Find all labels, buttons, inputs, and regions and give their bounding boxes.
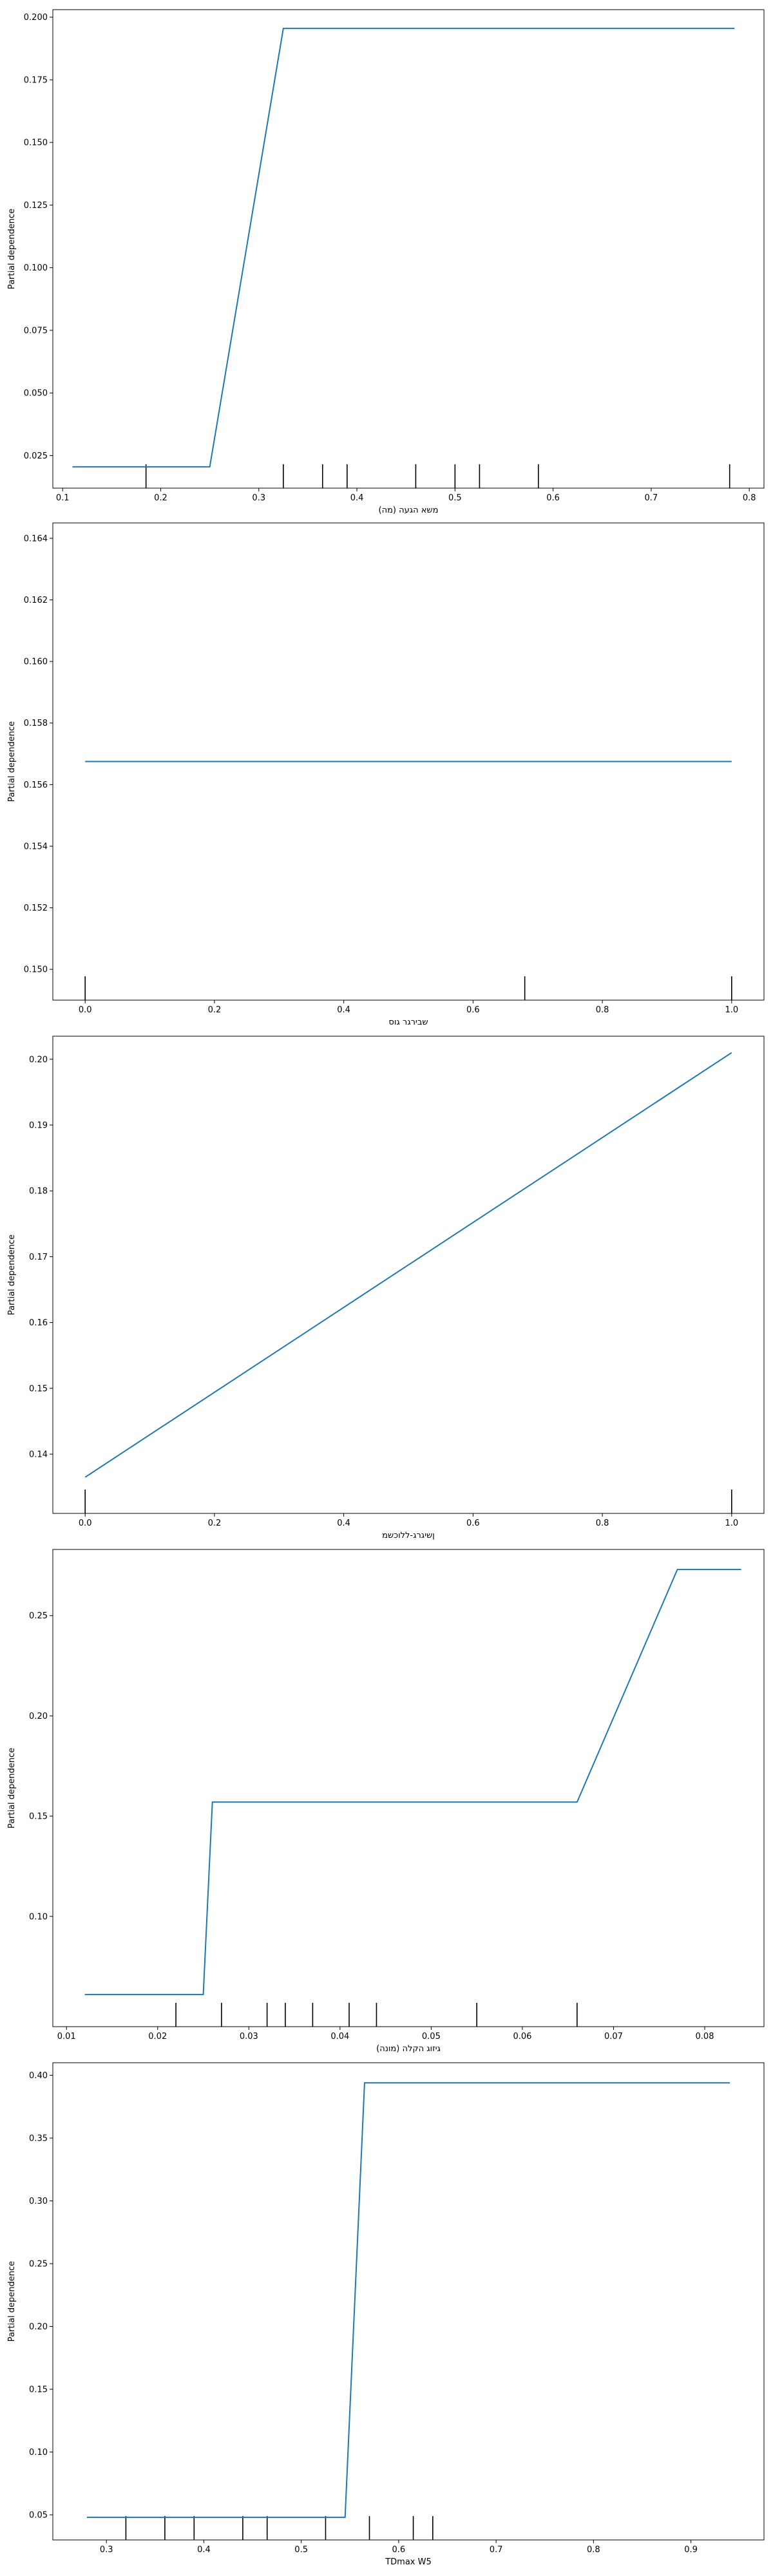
y-tick-label: 0.25 <box>29 1611 48 1621</box>
y-tick-label: 0.10 <box>29 2448 48 2458</box>
partial-dependence-line <box>72 28 735 468</box>
y-tick-label: 0.18 <box>29 1187 48 1197</box>
y-tick-label: 0.25 <box>29 2260 48 2269</box>
chart-panel-2: 0.0 0.2 0.4 0.6 0.8 1.0 0.150 0.152 0.154 0.156 0.… <box>7 522 765 1027</box>
y-axis-label: Partial dependence <box>7 1235 17 1315</box>
chart-panel-1: 0.1 0.2 0.3 0.4 0.5 0.6 0.7 0.8 0.025 0.050 0.075 0… <box>7 9 765 515</box>
axes-frame <box>52 9 765 489</box>
x-tick-label: 0.6 <box>466 1005 480 1015</box>
x-tick-label: 0.8 <box>596 1005 609 1015</box>
y-tick-label: 0.175 <box>24 75 48 85</box>
x-tick-label: 0.03 <box>240 2032 258 2041</box>
y-tick-label: 0.150 <box>24 965 48 975</box>
y-tick-label: 0.20 <box>29 2322 48 2332</box>
x-tick-label: 0.07 <box>604 2032 623 2041</box>
y-tick-label: 0.15 <box>29 2385 48 2395</box>
chart-panel-4: 0.01 0.02 0.03 0.04 0.05 0.06 0.07 0.08 0.10 0.15… <box>7 1549 765 2054</box>
x-tick-label: 0.0 <box>79 1519 92 1528</box>
y-tick-label: 0.05 <box>29 2511 48 2521</box>
x-tick-label: 0.8 <box>596 1519 609 1528</box>
y-tick-label: 0.16 <box>29 1318 48 1328</box>
y-tick-label: 0.125 <box>24 201 48 211</box>
x-tick-label: 0.02 <box>148 2032 167 2041</box>
partial-dependence-line <box>84 1052 732 1478</box>
x-tick-label: 0.3 <box>100 2545 113 2555</box>
partial-dependence-line <box>84 1569 741 1996</box>
y-tick-label: 0.15 <box>29 1384 48 1394</box>
y-tick-label: 0.164 <box>24 534 48 544</box>
x-tick-label: 1.0 <box>725 1005 738 1015</box>
x-tick-label: 0.4 <box>350 493 364 503</box>
x-axis-label: משא הגעה (מה) <box>379 506 439 515</box>
x-tick-label: 0.7 <box>490 2545 503 2555</box>
y-tick-label: 0.30 <box>29 2197 48 2206</box>
x-tick-label: 0.08 <box>696 2032 714 2041</box>
x-tick-label: 0.3 <box>252 493 265 503</box>
x-tick-label: 0.4 <box>197 2545 211 2555</box>
y-tick-label: 0.162 <box>24 596 48 605</box>
x-tick-label: 0.2 <box>154 493 167 503</box>
y-tick-label: 0.075 <box>24 326 48 336</box>
y-axis-label: Partial dependence <box>7 1748 17 1828</box>
y-tick-label: 0.20 <box>29 1712 48 1721</box>
y-tick-label: 0.150 <box>24 138 48 148</box>
axes-frame <box>52 522 765 1001</box>
y-tick-label: 0.158 <box>24 719 48 728</box>
x-tick-label: 1.0 <box>725 1519 738 1528</box>
y-tick-label: 0.154 <box>24 842 48 851</box>
x-tick-label: 0.05 <box>422 2032 441 2041</box>
x-tick-label: 0.7 <box>645 493 658 503</box>
x-tick-label: 0.0 <box>79 1005 92 1015</box>
y-tick-label: 0.35 <box>29 2134 48 2144</box>
y-tick-label: 0.19 <box>29 1121 48 1130</box>
x-tick-label: 0.6 <box>466 1519 480 1528</box>
y-tick-label: 0.200 <box>24 13 48 23</box>
y-tick-label: 0.17 <box>29 1253 48 1262</box>
x-tick-label: 0.5 <box>294 2545 308 2555</box>
x-tick-label: 0.6 <box>392 2545 406 2555</box>
chart-panel-3: 0.0 0.2 0.4 0.6 0.8 1.0 0.14 0.15 0.16 0.17 0.18 0.… <box>7 1036 765 1540</box>
y-tick-label: 0.025 <box>24 451 48 461</box>
axes-frame <box>52 1549 765 2027</box>
y-tick-label: 0.160 <box>24 658 48 667</box>
y-axis-label: Partial dependence <box>7 2261 17 2342</box>
y-tick-label: 0.100 <box>24 263 48 273</box>
y-tick-label: 0.152 <box>24 904 48 913</box>
x-tick-label: 0.4 <box>337 1005 350 1015</box>
y-tick-label: 0.40 <box>29 2071 48 2081</box>
x-tick-label: 0.8 <box>743 493 756 503</box>
x-tick-label: 0.2 <box>208 1005 222 1015</box>
x-axis-label: TDmax W5 <box>385 2557 432 2567</box>
x-tick-label: 0.04 <box>330 2032 349 2041</box>
x-axis-label: ןשיגרג-ללוכשמ <box>382 1531 435 1540</box>
x-tick-label: 0.5 <box>448 493 462 503</box>
y-axis-label: Partial dependence <box>7 209 17 289</box>
chart-panel-5: 0.3 0.4 0.5 0.6 0.7 0.8 0.9 0.05 0.10 0.15 0.20 0.2… <box>7 2062 765 2567</box>
y-tick-label: 0.14 <box>29 1450 48 1460</box>
y-axis-label: Partial dependence <box>7 721 17 802</box>
x-tick-label: 0.1 <box>56 493 70 503</box>
axes-frame <box>52 1036 765 1514</box>
y-tick-label: 0.10 <box>29 1912 48 1922</box>
y-tick-label: 0.156 <box>24 781 48 790</box>
x-tick-label: 0.01 <box>57 2032 76 2041</box>
x-tick-label: 0.6 <box>546 493 560 503</box>
x-tick-label: 0.4 <box>337 1519 350 1528</box>
x-axis-label: שבירגר גוס <box>388 1018 428 1027</box>
x-tick-label: 0.8 <box>587 2545 600 2555</box>
x-tick-label: 0.06 <box>513 2032 531 2041</box>
y-tick-label: 0.20 <box>29 1055 48 1065</box>
y-tick-label: 0.050 <box>24 389 48 399</box>
axes-frame <box>52 2062 765 2541</box>
x-tick-label: 0.2 <box>208 1519 222 1528</box>
x-tick-label: 0.9 <box>684 2545 698 2555</box>
x-axis-label: גיזוג הקלה (מונה) <box>376 2044 441 2054</box>
y-tick-label: 0.15 <box>29 1812 48 1822</box>
partial-dependence-line <box>86 2082 730 2518</box>
